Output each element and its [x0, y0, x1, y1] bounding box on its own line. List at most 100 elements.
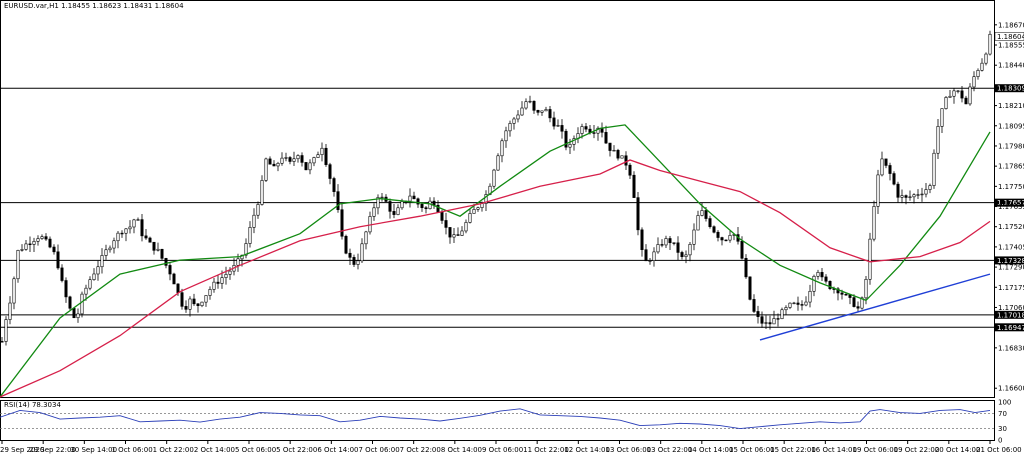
- candle-body: [964, 97, 968, 105]
- candle-body: [556, 125, 560, 127]
- rsi-tick-3: 0: [998, 437, 1002, 445]
- candle-body: [768, 322, 772, 325]
- candle-body: [908, 196, 912, 198]
- candle-228: [912, 193, 916, 204]
- candle-body: [856, 306, 860, 309]
- candle-33: [132, 218, 136, 234]
- candle-body: [940, 108, 944, 127]
- y-tick-label-15: 1.16600: [998, 385, 1024, 393]
- candle-190: [760, 311, 764, 328]
- candle-body: [416, 198, 420, 205]
- candle-body: [340, 209, 344, 237]
- candle-body: [380, 196, 384, 199]
- candle-187: [748, 276, 752, 301]
- candle-body: [48, 238, 52, 248]
- x-tick-label-17: 14 Oct 14:00: [688, 446, 734, 454]
- candle-40: [160, 248, 164, 261]
- candle-body: [808, 290, 812, 303]
- candle-body: [744, 258, 748, 278]
- candle-97: [388, 198, 392, 219]
- candle-body: [140, 219, 144, 237]
- candle-body: [704, 210, 708, 219]
- candle-1: [4, 316, 8, 346]
- candle-body: [32, 241, 36, 245]
- candle-body: [220, 277, 224, 284]
- candle-body: [800, 304, 804, 306]
- candle-205: [820, 267, 824, 281]
- ma-slow-line: [0, 159, 991, 398]
- candle-body: [544, 109, 548, 112]
- candle-105: [420, 202, 424, 212]
- candle-87: [348, 248, 352, 265]
- candle-54: [216, 275, 220, 289]
- candle-37: [148, 236, 152, 243]
- candle-71: [284, 152, 288, 162]
- candle-body: [820, 272, 824, 278]
- candle-body: [8, 302, 12, 320]
- x-tick-label-2: 30 Sep 14:00: [70, 446, 117, 454]
- candle-body: [776, 318, 780, 320]
- candle-117: [468, 208, 472, 224]
- candle-body: [708, 218, 712, 227]
- candle-133: [532, 100, 536, 114]
- candle-46: [184, 300, 188, 313]
- candle-body: [796, 302, 800, 305]
- candle-body: [760, 316, 764, 324]
- candle-63: [252, 208, 256, 234]
- candle-body: [0, 341, 4, 343]
- candle-body: [656, 244, 660, 253]
- candle-156: [624, 151, 628, 171]
- y-tick-label-14: 1.16830: [998, 344, 1024, 352]
- candle-body: [180, 292, 184, 307]
- candle-body: [524, 101, 528, 109]
- candle-body: [376, 197, 380, 209]
- level-label-0: 1.18309: [997, 85, 1024, 93]
- candle-body: [664, 238, 668, 246]
- candle-body: [176, 283, 180, 293]
- candle-229: [916, 189, 920, 199]
- candle-body: [624, 155, 628, 166]
- candle-body: [496, 155, 500, 171]
- candle-45: [180, 288, 184, 310]
- candle-112: [448, 227, 452, 244]
- candle-body: [764, 322, 768, 324]
- candle-111: [444, 212, 448, 235]
- current-price-label: 1.18604: [997, 33, 1024, 41]
- candle-body: [200, 301, 204, 306]
- candle-body: [96, 266, 100, 275]
- candle-body: [472, 209, 476, 214]
- candle-214: [856, 301, 860, 312]
- candle-body: [224, 274, 228, 278]
- candle-11: [44, 233, 48, 241]
- candle-198: [792, 301, 796, 305]
- candle-233: [932, 149, 936, 189]
- candle-244: [976, 68, 980, 80]
- candle-body: [136, 219, 140, 221]
- candle-232: [928, 183, 932, 194]
- candle-body: [840, 292, 844, 295]
- candle-body: [104, 249, 108, 256]
- candle-165: [660, 239, 664, 248]
- candle-body: [640, 229, 644, 250]
- candle-body: [396, 207, 400, 215]
- candle-body: [452, 234, 456, 238]
- candle-body: [248, 227, 252, 244]
- candle-225: [900, 189, 904, 204]
- candle-body: [304, 162, 308, 171]
- candle-body: [68, 296, 72, 309]
- candle-body: [636, 197, 640, 231]
- candle-151: [604, 125, 608, 144]
- candle-22: [88, 276, 92, 291]
- x-tick-label-3: 1 Oct 06:00: [112, 446, 153, 454]
- level-tag-1: [995, 198, 1024, 207]
- candle-body: [772, 318, 776, 325]
- candle-body: [308, 162, 312, 171]
- candle-67: [268, 156, 272, 165]
- candle-218: [872, 200, 876, 242]
- candle-30: [120, 230, 124, 238]
- candle-body: [120, 232, 124, 235]
- candle-body: [76, 313, 80, 319]
- candle-body: [540, 110, 544, 113]
- candle-98: [392, 204, 396, 219]
- candle-body: [352, 257, 356, 265]
